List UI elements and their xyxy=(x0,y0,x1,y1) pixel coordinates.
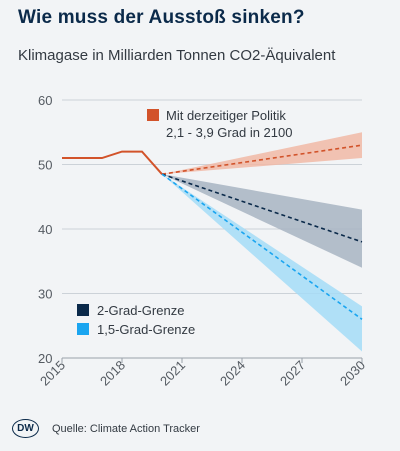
y-tick-label: 20 xyxy=(38,351,52,366)
dw-logo: DW xyxy=(12,419,39,438)
legend-label-policy: Mit derzeitiger Politik xyxy=(166,108,286,123)
line-two xyxy=(161,173,363,243)
history-line xyxy=(62,150,163,175)
legend-swatch-policy xyxy=(147,109,159,121)
band-two xyxy=(162,174,362,268)
y-tick-label: 60 xyxy=(38,93,52,108)
x-tick-label: 2018 xyxy=(97,358,128,389)
x-tick-label: 2021 xyxy=(157,358,188,389)
line-onefive xyxy=(161,173,363,320)
footer: DW Quelle: Climate Action Tracker xyxy=(12,419,200,438)
source-note: Quelle: Climate Action Tracker xyxy=(52,422,200,435)
chart-title: Wie muss der Ausstoß sinken? xyxy=(18,7,305,28)
y-tick-label: 40 xyxy=(38,222,52,237)
band-onefive xyxy=(162,174,362,352)
x-tick-label: 2027 xyxy=(277,358,308,389)
x-tick-label: 2024 xyxy=(217,358,248,389)
x-tick-label: 2030 xyxy=(337,358,368,389)
legend-sublabel-policy: 2,1 - 3,9 Grad in 2100 xyxy=(166,125,292,140)
legend-label-two: 2-Grad-Grenze xyxy=(97,303,184,318)
y-tick-label: 30 xyxy=(38,287,52,302)
legend-swatch-two xyxy=(77,304,89,316)
legend-label-onefive: 1,5-Grad-Grenze xyxy=(97,322,195,337)
chart-subtitle: Klimagase in Milliarden Tonnen CO2-Äquiv… xyxy=(18,47,336,64)
line-policy xyxy=(161,144,363,175)
band-policy xyxy=(162,132,362,175)
legend-swatch-onefive xyxy=(77,323,89,335)
y-tick-label: 50 xyxy=(38,158,52,173)
